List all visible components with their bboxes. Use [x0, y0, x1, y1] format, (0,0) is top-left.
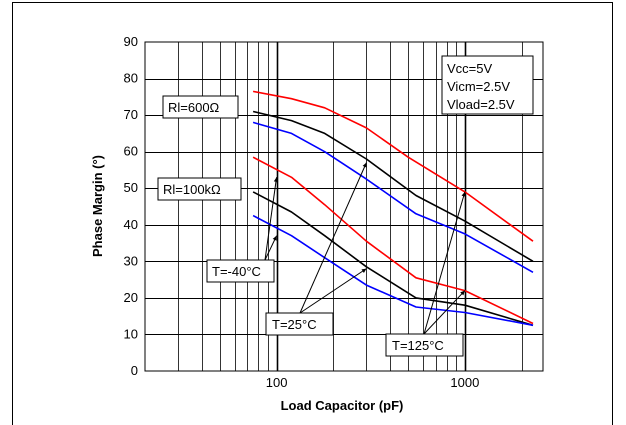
pointer-line: [423, 290, 466, 335]
annotation-pointer-lines: [264, 162, 466, 335]
y-tick-label: 20: [124, 290, 138, 305]
series-line: [252, 214, 534, 327]
label-rl-100k-text: Rl=100kΩ: [163, 182, 221, 197]
y-tick-label: 70: [124, 107, 138, 122]
pointer-arrowhead: [273, 177, 279, 183]
y-tick-label: 40: [124, 217, 138, 232]
pointer-line: [299, 162, 367, 314]
y-tick-label: 30: [124, 253, 138, 268]
label-rl-100k: Rl=100kΩ: [157, 177, 242, 201]
condition-vcc: Vcc=5V: [447, 61, 492, 76]
pointer-arrowhead: [362, 162, 367, 168]
series-line: [252, 110, 534, 262]
label-rl-600-text: Rl=600Ω: [168, 100, 220, 115]
pointer-line: [299, 268, 367, 314]
x-tick-labels: 100 1000: [266, 375, 480, 390]
pointer-arrowhead: [361, 268, 367, 273]
label-t-25-text: T=25°C: [272, 317, 317, 332]
data-series: [252, 90, 534, 327]
y-tick-labels: 0 10 20 30 40 50 60 70 80 90: [124, 34, 138, 378]
pointer-line: [264, 177, 278, 261]
label-t-125-text: T=125°C: [392, 338, 444, 353]
pointer-line: [423, 191, 466, 335]
pointer-arrowhead: [272, 235, 277, 241]
pointer-arrowhead: [461, 191, 466, 197]
y-tick-label: 50: [124, 180, 138, 195]
y-tick-label: 80: [124, 71, 138, 86]
y-tick-label: 60: [124, 144, 138, 159]
pointer-arrowhead: [460, 290, 465, 296]
y-axis-title: Phase Margin (°): [90, 155, 105, 257]
label-t-minus40: T=-40°C: [206, 259, 275, 283]
conditions-box: Vcc=5V Vicm=2.5V Vload=2.5V: [441, 55, 534, 115]
y-tick-label: 0: [131, 363, 138, 378]
label-t-125: T=125°C: [385, 333, 464, 357]
label-t-25: T=25°C: [265, 312, 334, 336]
series-line: [252, 191, 534, 327]
x-tick-label: 1000: [450, 375, 479, 390]
x-axis-title: Load Capacitor (pF): [281, 398, 404, 413]
label-t-minus40-text: T=-40°C: [212, 264, 261, 279]
condition-vload: Vload=2.5V: [447, 97, 515, 112]
plot-area: [144, 41, 544, 372]
y-tick-label: 90: [124, 34, 138, 49]
label-rl-600: Rl=600Ω: [162, 95, 239, 119]
y-tick-label: 10: [124, 326, 138, 341]
x-tick-label: 100: [266, 375, 288, 390]
condition-vicm: Vicm=2.5V: [447, 79, 510, 94]
series-line: [252, 156, 534, 325]
series-line: [252, 121, 534, 273]
